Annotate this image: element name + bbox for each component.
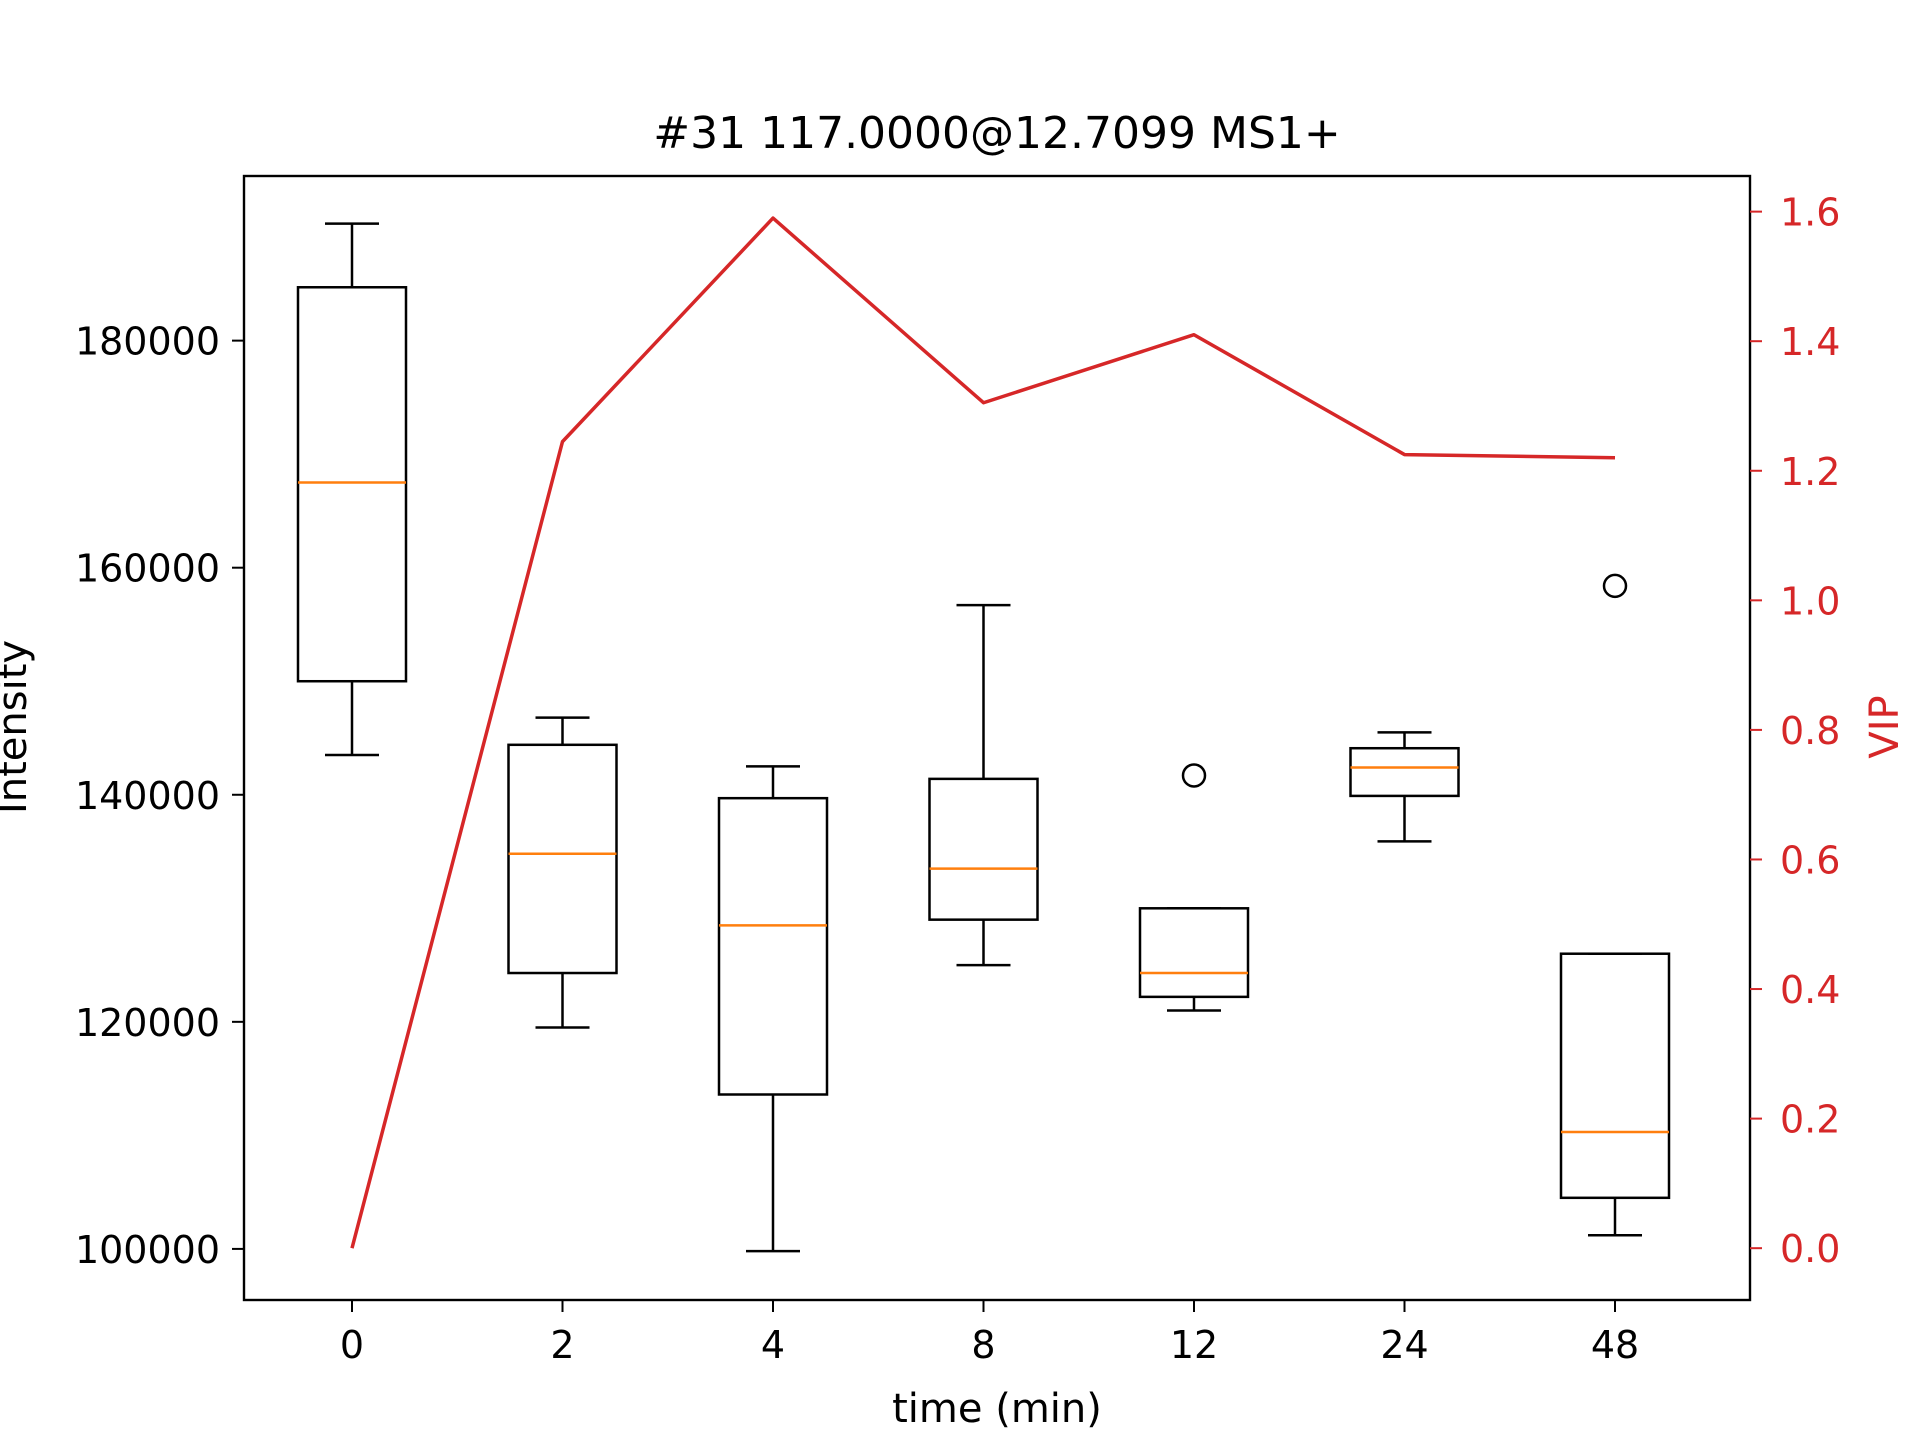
y-tick-label: 100000 (75, 1228, 220, 1272)
y2-tick-label: 1.2 (1780, 450, 1840, 494)
y-axis-label: Intensity (0, 640, 36, 814)
box (1138, 907, 1250, 999)
box (1559, 952, 1671, 1200)
x-tick-label: 4 (761, 1323, 785, 1367)
x-tick-label: 2 (550, 1323, 574, 1367)
outlier-point (1602, 573, 1628, 599)
y2-axis-label: VIP (1862, 695, 1908, 758)
plot-area: 100000 120000 140000 160000 180000 0.0 0.2 0.4 0… (75, 174, 1840, 1367)
y2-tick-label: 0.8 (1780, 709, 1840, 753)
x-tick-label: 12 (1170, 1323, 1218, 1367)
x-tick-label: 0 (340, 1323, 364, 1367)
box (717, 796, 829, 1096)
y2-tick-label: 0.6 (1780, 838, 1840, 882)
box (507, 743, 618, 975)
y2-tick-label: 0.2 (1780, 1098, 1840, 1142)
chart-title: #31 117.0000@12.7099 MS1+ (653, 108, 1340, 159)
outlier-point (1181, 763, 1207, 788)
box (1349, 746, 1460, 798)
x-tick-label: 8 (971, 1323, 995, 1367)
y2-tick-label: 1.6 (1780, 191, 1840, 235)
y-tick-label: 180000 (75, 320, 220, 364)
x-tick-label: 48 (1591, 1323, 1639, 1367)
y-tick-label: 120000 (75, 1001, 220, 1045)
y2-tick-label: 1.4 (1780, 320, 1840, 364)
y-tick-label: 140000 (75, 774, 220, 818)
y2-tick-label: 1.0 (1780, 579, 1840, 623)
vip-line (350, 216, 1616, 1249)
box (928, 777, 1039, 921)
x-axis-label: time (min) (892, 1386, 1102, 1432)
y2-tick-label: 0.0 (1780, 1227, 1840, 1271)
box (296, 286, 408, 683)
x-tick-label: 24 (1380, 1323, 1428, 1367)
y-tick-label: 160000 (75, 547, 220, 591)
y2-tick-label: 0.4 (1780, 968, 1840, 1012)
plot-frame (242, 174, 1752, 1302)
